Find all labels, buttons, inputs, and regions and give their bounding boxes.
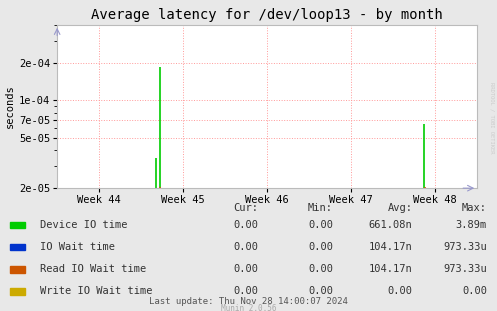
Text: Avg:: Avg: [388,203,413,213]
Title: Average latency for /dev/loop13 - by month: Average latency for /dev/loop13 - by mon… [91,8,443,22]
Text: 661.08n: 661.08n [369,220,413,230]
Text: 0.00: 0.00 [388,286,413,296]
Text: Device IO time: Device IO time [40,220,127,230]
Text: 0.00: 0.00 [308,242,333,252]
Text: 973.33u: 973.33u [443,264,487,274]
Text: Cur:: Cur: [234,203,258,213]
Text: 104.17n: 104.17n [369,264,413,274]
Text: Last update: Thu Nov 28 14:00:07 2024: Last update: Thu Nov 28 14:00:07 2024 [149,297,348,306]
Y-axis label: seconds: seconds [5,85,15,128]
Text: 3.89m: 3.89m [456,220,487,230]
FancyBboxPatch shape [10,244,25,250]
FancyBboxPatch shape [10,222,25,228]
Text: Max:: Max: [462,203,487,213]
Text: 0.00: 0.00 [308,264,333,274]
Text: 104.17n: 104.17n [369,242,413,252]
Text: Write IO Wait time: Write IO Wait time [40,286,152,296]
Text: Min:: Min: [308,203,333,213]
FancyBboxPatch shape [10,266,25,272]
Text: 973.33u: 973.33u [443,242,487,252]
FancyBboxPatch shape [10,288,25,295]
Text: Munin 2.0.56: Munin 2.0.56 [221,304,276,311]
Text: 0.00: 0.00 [308,286,333,296]
Text: 0.00: 0.00 [234,242,258,252]
Text: IO Wait time: IO Wait time [40,242,115,252]
Text: 0.00: 0.00 [462,286,487,296]
Text: 0.00: 0.00 [234,220,258,230]
Text: 0.00: 0.00 [234,286,258,296]
Text: 0.00: 0.00 [308,220,333,230]
Text: RRDTOOL / TOBI OETIKER: RRDTOOL / TOBI OETIKER [490,82,495,154]
Text: Read IO Wait time: Read IO Wait time [40,264,146,274]
Text: 0.00: 0.00 [234,264,258,274]
